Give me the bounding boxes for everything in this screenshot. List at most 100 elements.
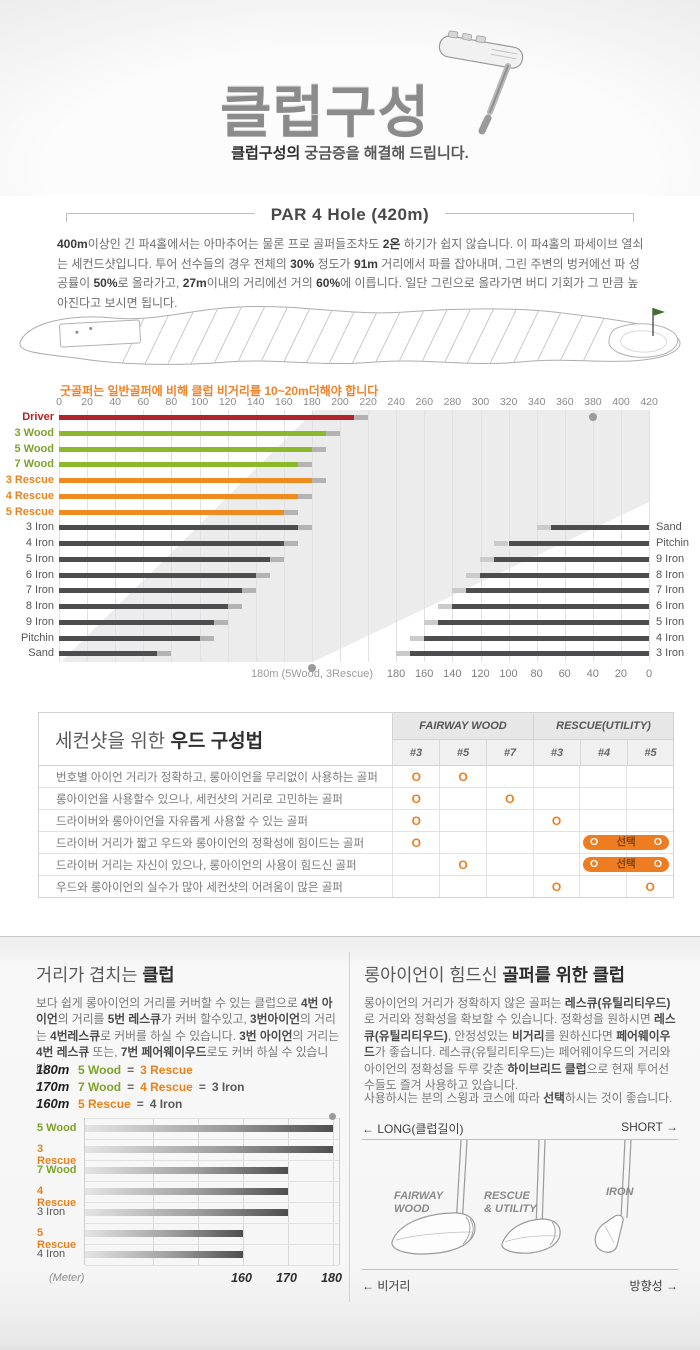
- bar-cap-4-rescue: [297, 493, 312, 499]
- bar-cap-3-wood: [325, 430, 340, 436]
- bar-to-green-cap-8-iron: [466, 572, 481, 578]
- gridline: [564, 410, 566, 662]
- bar-4-rescue: [59, 493, 298, 499]
- axis-label-bottom: 20: [614, 668, 628, 680]
- table-column-headers: FAIRWAY WOOD RESCUE(UTILITY) #3 #5 #7 #3 #4 #…: [392, 713, 673, 766]
- bar-label-8-iron: 8 Iron: [25, 600, 54, 612]
- table-cell: [439, 810, 486, 831]
- distance-direction-scale: ← 비거리 방향성 →: [362, 1277, 678, 1294]
- bar-to-green-sand: [550, 525, 649, 531]
- equals-sign: =: [198, 1079, 206, 1094]
- page-title: 클럽구성: [219, 81, 431, 144]
- club-type-label-iron: IRON: [606, 1186, 634, 1198]
- select-pill: O 선택 O: [583, 857, 669, 872]
- table-row: 롱아이언을 사용할수 있으나, 세컨샷의 거리로 고민하는 골퍼 O O: [39, 788, 673, 810]
- subcolumn-header-6: #5: [627, 740, 673, 766]
- axis-label-top: 340: [527, 396, 546, 408]
- page-header: 클럽구성 클럽구성의 궁금증을 해결해 드립니다.: [0, 0, 700, 196]
- section-heading-par4: PAR 4 Hole (420m): [0, 205, 700, 225]
- table-title-cell: 세컨샷을 위한 우드 구성법: [39, 713, 392, 766]
- bar-label-right-sand: Sand: [656, 521, 682, 534]
- table-cell: O: [532, 810, 580, 831]
- overlap-bar-4-iron: [85, 1251, 243, 1258]
- bar-label-right-pitchin: Pitchin: [656, 537, 690, 549]
- bar-label-right-9-iron: 9 Iron: [656, 552, 685, 565]
- bar-label-4-iron: 4 Iron: [25, 537, 54, 549]
- table-cell: [626, 788, 673, 809]
- bar-cap-sand: [157, 651, 172, 657]
- table-cell: O: [439, 854, 486, 875]
- table-cell: [626, 810, 673, 831]
- bar-cap-9-iron: [213, 619, 228, 625]
- table-cell: [439, 876, 486, 897]
- equivalence-line: 180m 5 Wood = 3 Rescue: [36, 1061, 245, 1078]
- gridline: [340, 410, 341, 662]
- o-mark: O: [551, 879, 562, 894]
- section-heading-text: PAR 4 Hole (420m): [270, 205, 430, 224]
- equivalence-club-3-iron: 3 Iron: [211, 1079, 245, 1094]
- axis-label-top: 120: [218, 396, 237, 408]
- bar-label-right-3-iron: 3 Iron: [656, 647, 685, 660]
- gridline: [592, 410, 594, 662]
- bar-5-rescue: [59, 509, 284, 515]
- bar-to-green-cap-3-iron: [396, 651, 411, 657]
- gridline: [199, 410, 201, 662]
- bar-cap-8-iron: [227, 604, 242, 609]
- club-length-scale: ← LONG(클럽길이) SHORT →: [362, 1120, 678, 1137]
- putter-illustration: [438, 30, 524, 135]
- pill-select-label: 선택: [616, 858, 636, 870]
- tee-box: [59, 319, 141, 348]
- bar-to-green-cap-7-iron: [452, 588, 467, 594]
- gridline: [480, 410, 482, 662]
- table-cell: [532, 788, 580, 809]
- axis-label-top: 160: [275, 396, 293, 408]
- table-cell: O: [392, 810, 439, 831]
- bar-cap-pitchin: [199, 635, 214, 641]
- heading-rule-right: [445, 213, 635, 222]
- table-subcolumn-row: #3 #5 #7 #3 #4 #5: [392, 740, 673, 766]
- overlap-section-title: 거리가 겹치는 클럽: [36, 965, 175, 985]
- axis-label-top: 380: [584, 396, 602, 408]
- row-separator: [85, 1118, 339, 1119]
- row-separator: [85, 1181, 339, 1182]
- overlap-bar-5-wood: [85, 1125, 333, 1132]
- axis-label-top: 60: [137, 396, 150, 408]
- axis-label-bottom: 100: [499, 668, 518, 680]
- gridline: [396, 410, 398, 662]
- gridline: [283, 410, 285, 662]
- diagram-rule-bottom: [362, 1269, 678, 1270]
- axis-label-top: 260: [415, 396, 434, 408]
- bar-to-green-cap-6-iron: [438, 604, 453, 609]
- equivalence-line: 170m 7 Wood = 4 Rescue = 3 Iron: [36, 1078, 245, 1095]
- axis-label-bottom: 160: [415, 668, 434, 680]
- table-cell: [579, 788, 626, 809]
- table-cell: [579, 876, 626, 897]
- bar-cap-6-iron: [255, 572, 270, 578]
- o-mark: O: [411, 813, 421, 828]
- bottom-section-background: [0, 936, 700, 1350]
- equivalence-club-5-wood: 5 Wood: [78, 1062, 122, 1077]
- bar-label-right-8-iron: 8 Iron: [656, 568, 685, 581]
- bar-label-7-iron: 7 Iron: [25, 584, 54, 597]
- direction-axis-label: 방향성 →: [629, 1279, 678, 1293]
- bar-5-iron: [59, 556, 270, 562]
- bar-9-iron: [59, 619, 214, 625]
- o-mark: O: [505, 791, 515, 806]
- equivalence-club-7-wood: 7 Wood: [78, 1079, 122, 1094]
- table-row-label: 드라이버 거리가 짧고 우드와 롱아이언의 정확성에 힘이드는 골퍼: [56, 837, 365, 850]
- golf-hole-illustration: [19, 306, 681, 365]
- gridline: [311, 410, 313, 662]
- wood-composition-table: 세컨샷을 위한 우드 구성법 FAIRWAY WOOD RESCUE(UTILI…: [38, 712, 674, 898]
- table-cell: [532, 832, 580, 853]
- axis-label-top: 140: [246, 396, 265, 408]
- overlap-bar-label-5-rescue: 5 Rescue: [37, 1227, 77, 1251]
- overlap-bar-label-4-rescue: 4 Rescue: [37, 1185, 77, 1209]
- table-row-label: 드라이버와 롱아이언을 자유롭게 사용할 수 있는 골퍼: [56, 815, 308, 828]
- table-cell: [485, 810, 533, 831]
- axis-label-top: 20: [81, 396, 93, 408]
- marker-dot-380: [588, 413, 597, 421]
- long-label: ← LONG(클럽길이): [362, 1122, 464, 1136]
- axis-label-top: 40: [109, 396, 122, 408]
- axis-label-bottom: 140: [443, 668, 462, 680]
- table-row: 우드와 롱아이언의 실수가 많아 세컨샷의 어려움이 많은 골퍼 O O: [39, 876, 673, 897]
